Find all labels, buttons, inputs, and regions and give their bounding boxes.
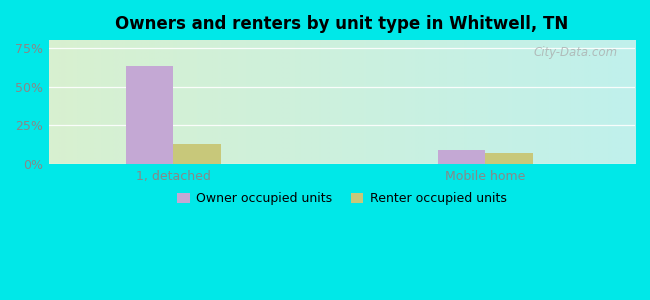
Bar	[486, 153, 533, 164]
Bar	[174, 144, 221, 164]
Title: Owners and renters by unit type in Whitwell, TN: Owners and renters by unit type in Whitw…	[115, 15, 568, 33]
Text: City-Data.com: City-Data.com	[533, 46, 618, 59]
Bar	[438, 150, 486, 164]
Bar	[126, 67, 174, 164]
Legend: Owner occupied units, Renter occupied units: Owner occupied units, Renter occupied un…	[172, 187, 512, 210]
